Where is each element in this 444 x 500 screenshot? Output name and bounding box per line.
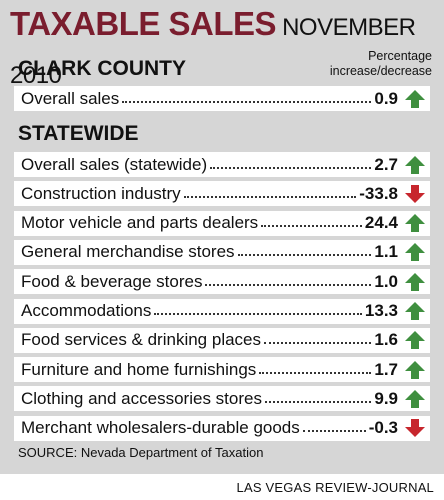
row-value: -0.3 xyxy=(368,418,398,438)
arrow-up-icon xyxy=(405,155,425,174)
table-row: Furniture and home furnishings 1.7 xyxy=(14,357,430,383)
percentage-label: Percentage increase/decrease xyxy=(330,49,432,79)
row-value: 24.4 xyxy=(364,213,398,233)
dot-leader xyxy=(259,362,372,374)
row-value: 13.3 xyxy=(364,301,398,320)
dot-leader xyxy=(264,332,372,345)
dot-leader xyxy=(302,420,366,433)
row-value: 1.6 xyxy=(374,330,398,350)
dot-leader xyxy=(261,215,362,228)
arrow-up-icon xyxy=(405,331,425,350)
chart-subtitle: NOVEMBER 2010 xyxy=(10,14,416,89)
arrow-down-icon xyxy=(405,419,425,438)
table-row: General merchandise stores 1.1 xyxy=(14,239,430,265)
row-value: 1.0 xyxy=(374,271,398,291)
dot-leader xyxy=(183,186,357,198)
dot-leader xyxy=(122,91,372,103)
arrow-down-icon xyxy=(405,184,425,203)
table-row: Motor vehicle and parts dealers 24.4 xyxy=(14,210,430,236)
dot-leader xyxy=(264,391,372,403)
section-clark-county: CLARK COUNTY xyxy=(18,57,186,80)
row-label: Food & beverage stores xyxy=(21,271,203,291)
table-row: Food services & drinking places 1.6 xyxy=(14,327,430,353)
row-value: 9.9 xyxy=(374,388,398,408)
row-label: Furniture and home furnishings xyxy=(21,359,257,379)
row-label: Construction industry xyxy=(21,183,181,203)
publication-credit: LAS VEGAS REVIEW-JOURNAL xyxy=(236,480,434,495)
arrow-up-icon xyxy=(405,360,425,379)
table-row: Clothing and accessories stores 9.9 xyxy=(14,386,430,412)
table-row: Overall sales 0.9 xyxy=(14,86,430,111)
row-label: General merchandise stores xyxy=(21,242,235,262)
arrow-up-icon xyxy=(405,214,425,233)
arrow-up-icon xyxy=(405,243,425,262)
row-value: -33.8 xyxy=(359,183,398,203)
title-text: TAXABLE SALES xyxy=(10,5,277,42)
source-note: SOURCE: Nevada Department of Taxation xyxy=(18,445,264,460)
table-row: Merchant wholesalers-durable goods -0.3 xyxy=(14,415,430,441)
row-label: Merchant wholesalers-durable goods xyxy=(21,418,300,438)
dot-leader xyxy=(237,244,372,257)
row-label: Food services & drinking places xyxy=(21,330,262,350)
chart-title: TAXABLE SALES NOVEMBER 2010 xyxy=(10,2,444,98)
arrow-up-icon xyxy=(405,302,425,320)
row-label: Accommodations xyxy=(21,301,152,320)
row-value: 1.1 xyxy=(374,242,398,262)
table-row: Overall sales (statewide) 2.7 xyxy=(14,152,430,177)
row-value: 0.9 xyxy=(374,88,398,108)
row-label: Motor vehicle and parts dealers xyxy=(21,213,259,233)
row-label: Overall sales (statewide) xyxy=(21,154,208,174)
row-value: 2.7 xyxy=(374,154,398,174)
dot-leader xyxy=(154,303,362,315)
infographic-panel: TAXABLE SALES NOVEMBER 2010 CLARK COUNTY … xyxy=(0,0,444,474)
arrow-up-icon xyxy=(405,272,425,291)
row-label: Overall sales xyxy=(21,88,120,108)
percentage-label-line1: Percentage xyxy=(368,49,432,63)
arrow-up-icon xyxy=(405,389,425,408)
table-row: Accommodations 13.3 xyxy=(14,298,430,324)
row-value: 1.7 xyxy=(374,359,398,379)
percentage-label-line2: increase/decrease xyxy=(329,64,432,78)
dot-leader xyxy=(205,274,372,286)
arrow-up-icon xyxy=(405,89,425,108)
table-row: Food & beverage stores 1.0 xyxy=(14,269,430,295)
section-statewide: STATEWIDE xyxy=(18,122,139,145)
row-label: Clothing and accessories stores xyxy=(21,388,262,408)
dot-leader xyxy=(210,157,372,169)
table-row: Construction industry -33.8 xyxy=(14,181,430,207)
